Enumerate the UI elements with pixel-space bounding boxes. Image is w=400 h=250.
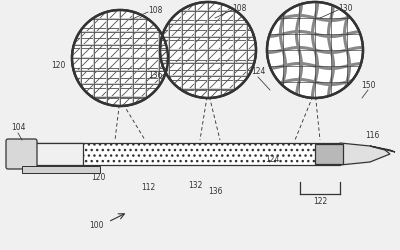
Text: 120: 120	[91, 174, 105, 182]
Text: 130: 130	[338, 4, 352, 13]
Text: 120: 120	[51, 60, 65, 70]
Bar	[22, 166, 100, 173]
Text: 136: 136	[148, 70, 162, 80]
Text: 124: 124	[251, 68, 265, 76]
Text: 122: 122	[313, 198, 327, 206]
FancyBboxPatch shape	[6, 139, 37, 169]
Text: 132: 132	[188, 182, 202, 190]
Text: 100: 100	[89, 222, 103, 230]
Text: 112: 112	[141, 184, 155, 192]
Text: 108: 108	[232, 4, 246, 13]
Circle shape	[72, 10, 168, 106]
Bar	[18, 143, 83, 165]
Circle shape	[267, 2, 363, 98]
Text: 116: 116	[365, 132, 379, 140]
Text: 108: 108	[148, 6, 162, 15]
Polygon shape	[340, 143, 390, 165]
Polygon shape	[370, 146, 395, 152]
Text: 150: 150	[361, 80, 375, 90]
Text: 124: 124	[265, 156, 279, 164]
Bar	[315, 144, 343, 164]
Bar	[18, 143, 340, 165]
Circle shape	[160, 2, 256, 98]
Text: 136: 136	[208, 188, 222, 196]
Text: 104: 104	[11, 124, 25, 132]
